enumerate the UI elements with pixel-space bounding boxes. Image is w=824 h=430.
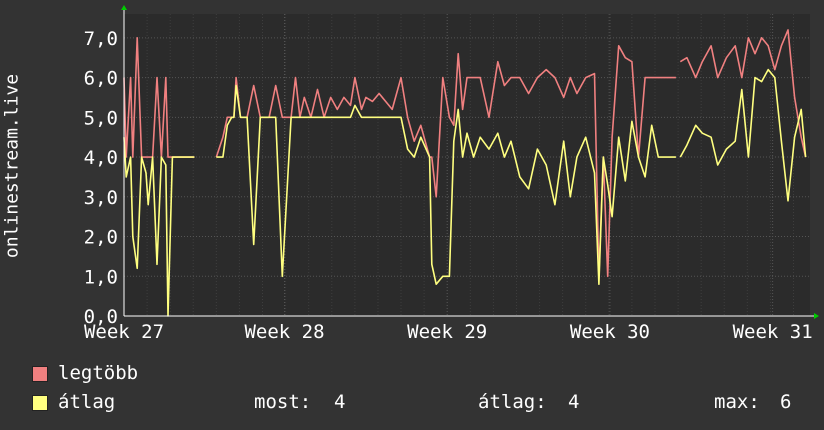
- x-axis-arrow: [814, 313, 819, 319]
- y-tick-label: 6,0: [84, 68, 118, 90]
- stat-max-label: max:: [714, 391, 760, 413]
- y-axis-label: onlinestream.live: [1, 73, 23, 259]
- stat-most-label: most:: [254, 391, 312, 413]
- stat-max-value: 6: [780, 391, 792, 413]
- x-tick-label: Week 27: [84, 321, 164, 343]
- legend-label-atlag: átlag: [58, 391, 116, 413]
- legend-swatch-atlag: [32, 395, 48, 411]
- x-tick-label: Week 31: [733, 321, 813, 343]
- plot-area: [124, 14, 810, 316]
- x-tick-label: Week 30: [570, 321, 650, 343]
- x-tick-label: Week 29: [407, 321, 487, 343]
- y-tick-label: 0,0: [84, 306, 118, 328]
- legend-swatch-legtobb: [32, 366, 48, 382]
- stat-most-value: 4: [334, 391, 346, 413]
- y-tick-label: 4,0: [84, 147, 118, 169]
- x-tick-label: Week 28: [244, 321, 324, 343]
- series-line-atlag: [123, 68, 807, 317]
- y-tick-label: 1,0: [84, 266, 118, 288]
- y-tick-label: 3,0: [84, 187, 118, 209]
- y-tick-label: 2,0: [84, 227, 118, 249]
- y-axis-arrow: [121, 5, 127, 10]
- y-tick-label: 7,0: [84, 28, 118, 50]
- stat-atlag-label: átlag:: [478, 391, 547, 413]
- legend-label-legtobb: legtöbb: [58, 362, 139, 384]
- stat-atlag-value: 4: [568, 391, 580, 413]
- y-tick-label: 5,0: [84, 107, 118, 129]
